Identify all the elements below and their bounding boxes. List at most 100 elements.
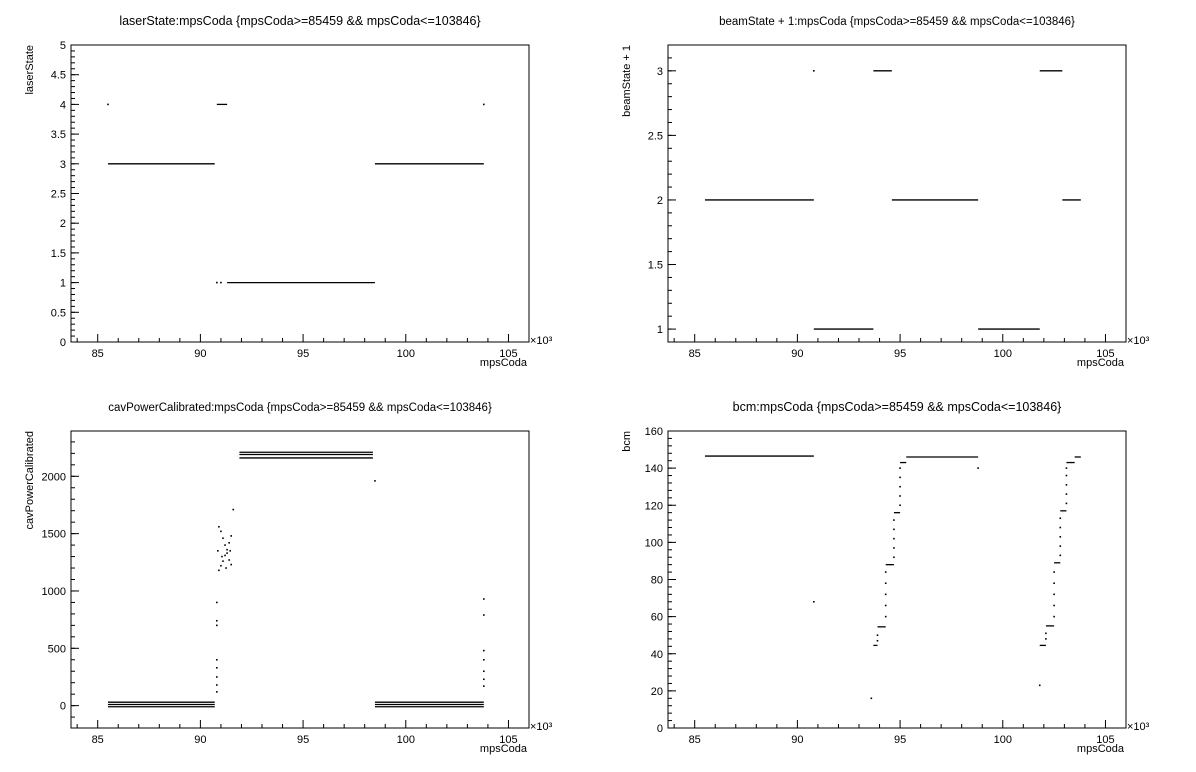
y-tick-label: 1.5 [51,248,66,260]
chart-bcm: bcm:mpsCoda {mpsCoda>=85459 && mpsCoda<=… [621,400,1150,755]
data-point [226,548,228,551]
data-point [1059,526,1062,529]
data-point [1053,593,1055,596]
chart-laser: laserState:mpsCoda {mpsCoda>=85459 && mp… [24,14,553,369]
y-tick-label: 2000 [42,471,66,483]
data-point [899,467,901,469]
y-tick-label: 3 [657,66,663,78]
chart-title: beamState + 1:mpsCoda {mpsCoda>=85459 &&… [719,16,1075,28]
data-point [813,600,815,603]
data-point [977,467,979,469]
y-tick-label: 0 [60,337,66,349]
x-tick-label: 90 [791,348,803,360]
chart-cav: cavPowerCalibrated:mpsCoda {mpsCoda>=854… [24,402,553,755]
data-point [1059,545,1062,547]
data-point [899,485,901,488]
x-tick-label: 100 [397,734,415,746]
x-tick-label: 85 [689,348,701,360]
data-point [107,103,109,106]
y-tick-label: 40 [651,649,663,661]
data-point [1038,684,1041,687]
data-point [1053,604,1055,607]
x-axis-label: mpsCoda [1077,743,1125,755]
data-point [230,535,232,537]
chart-title: bcm:mpsCoda {mpsCoda>=85459 && mpsCoda<=… [733,400,1062,414]
x-tick-label: 95 [894,734,906,746]
plot-frame [70,44,530,343]
data-point [876,639,879,642]
data-point [1065,474,1068,477]
data-point [899,476,901,479]
x-multiplier: ×10³ [1127,721,1150,733]
y-tick-label: 60 [651,612,663,624]
y-tick-label: 1 [60,278,66,290]
y-tick-label: 4.5 [51,70,66,82]
data-point [1059,536,1062,538]
y-tick-label: 500 [48,643,66,655]
data-point [893,537,895,540]
data-point [216,619,218,622]
data-point [893,547,895,549]
x-tick-label: 85 [689,734,701,746]
y-tick-label: 2 [60,218,66,230]
y-tick-label: 1000 [42,586,66,598]
y-tick-label: 0 [60,701,66,713]
y-tick-label: 2 [657,195,663,207]
data-point [899,495,901,497]
data-point [224,544,226,546]
x-tick-label: 85 [92,348,104,360]
x-tick-label: 100 [994,734,1012,746]
data-point [226,552,228,554]
x-tick-label: 95 [894,348,906,360]
data-point [220,281,222,284]
y-tick-label: 140 [645,463,663,475]
y-axis-label: cavPowerCalibrated [24,431,36,529]
y-tick-label: 1.5 [648,260,663,272]
x-tick-label: 85 [92,734,104,746]
data-point [220,530,222,533]
plot-frame [70,430,530,729]
y-tick-label: 3.5 [51,129,66,141]
plot-frame [667,44,1127,343]
data-point [232,508,235,511]
data-point [483,678,485,681]
y-tick-label: 20 [651,686,663,698]
data-point [893,556,895,559]
data-point [483,685,485,687]
data-point [216,624,218,627]
data-point [1059,517,1062,520]
x-tick-label: 105 [1096,734,1114,746]
data-point [225,567,227,569]
data-point [884,615,887,618]
data-point [220,564,222,567]
chart-title: cavPowerCalibrated:mpsCoda {mpsCoda>=854… [108,402,492,414]
data-point [1045,638,1047,640]
data-point [228,559,230,561]
data-point [1065,467,1068,469]
y-tick-label: 1500 [42,529,66,541]
data-point [483,614,485,616]
data-point [1045,632,1047,635]
data-point [216,666,218,669]
chart-beam: beamState + 1:mpsCoda {mpsCoda>=85459 &&… [621,16,1150,369]
chart-title: laserState:mpsCoda {mpsCoda>=85459 && mp… [119,14,480,28]
data-point [228,542,230,544]
y-tick-label: 100 [645,537,663,549]
data-point [1065,484,1068,486]
data-point [1059,554,1062,557]
data-point [884,571,887,573]
x-tick-label: 90 [791,734,803,746]
data-point [1053,615,1055,618]
x-tick-label: 90 [194,734,206,746]
y-axis-label: bcm [621,431,633,452]
data-point [1053,571,1055,573]
data-point [813,70,815,72]
data-point [483,649,485,652]
data-point [1065,502,1068,505]
data-point [218,525,220,528]
data-point [216,658,218,661]
data-point [221,555,223,558]
data-point [229,550,231,552]
y-tick-label: 0 [657,723,663,735]
